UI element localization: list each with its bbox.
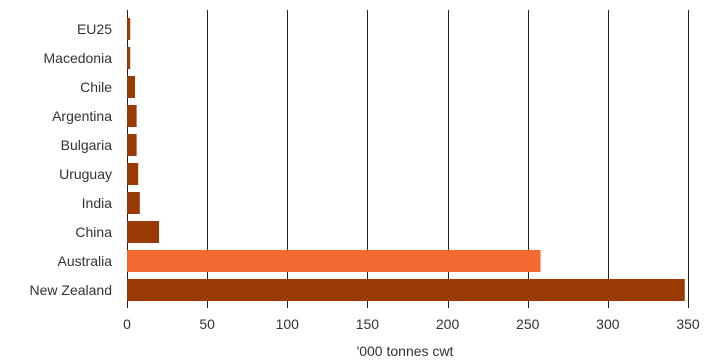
x-tick-labels: 0 50 100 150 200 250 300 350 bbox=[123, 316, 700, 332]
x-axis-title: '000 tonnes cwt bbox=[357, 343, 454, 359]
category-labels: EU25 Macedonia Chile Argentina Bulgaria Urugu… bbox=[30, 21, 113, 298]
category-label-uruguay: Uruguay bbox=[59, 166, 112, 182]
bar-india bbox=[127, 192, 140, 214]
x-tick-label-100: 100 bbox=[276, 316, 300, 332]
category-label-india: India bbox=[82, 195, 113, 211]
bar-chile bbox=[127, 76, 136, 98]
category-label-macedonia: Macedonia bbox=[44, 50, 113, 66]
x-tick-label-0: 0 bbox=[123, 316, 131, 332]
bar-uruguay bbox=[127, 163, 139, 185]
x-tick-label-250: 250 bbox=[516, 316, 540, 332]
x-tick-label-50: 50 bbox=[199, 316, 215, 332]
category-label-china: China bbox=[75, 224, 112, 240]
category-label-chile: Chile bbox=[80, 79, 112, 95]
x-tick-label-300: 300 bbox=[596, 316, 620, 332]
x-tick-label-350: 350 bbox=[676, 316, 700, 332]
category-label-eu25: EU25 bbox=[77, 21, 112, 37]
category-label-new-zealand: New Zealand bbox=[30, 282, 113, 298]
bar-eu25 bbox=[127, 18, 131, 40]
bars bbox=[127, 18, 685, 301]
category-label-bulgaria: Bulgaria bbox=[61, 137, 113, 153]
bar-new-zealand bbox=[127, 279, 685, 301]
bar-china bbox=[127, 221, 160, 243]
bar-macedonia bbox=[127, 47, 131, 69]
x-tick-label-200: 200 bbox=[436, 316, 460, 332]
gridlines bbox=[127, 10, 689, 308]
bar-australia bbox=[127, 250, 541, 272]
bar-argentina bbox=[127, 105, 137, 127]
category-label-australia: Australia bbox=[58, 253, 113, 269]
bar-bulgaria bbox=[127, 134, 137, 156]
category-label-argentina: Argentina bbox=[52, 108, 112, 124]
x-tick-label-150: 150 bbox=[356, 316, 380, 332]
